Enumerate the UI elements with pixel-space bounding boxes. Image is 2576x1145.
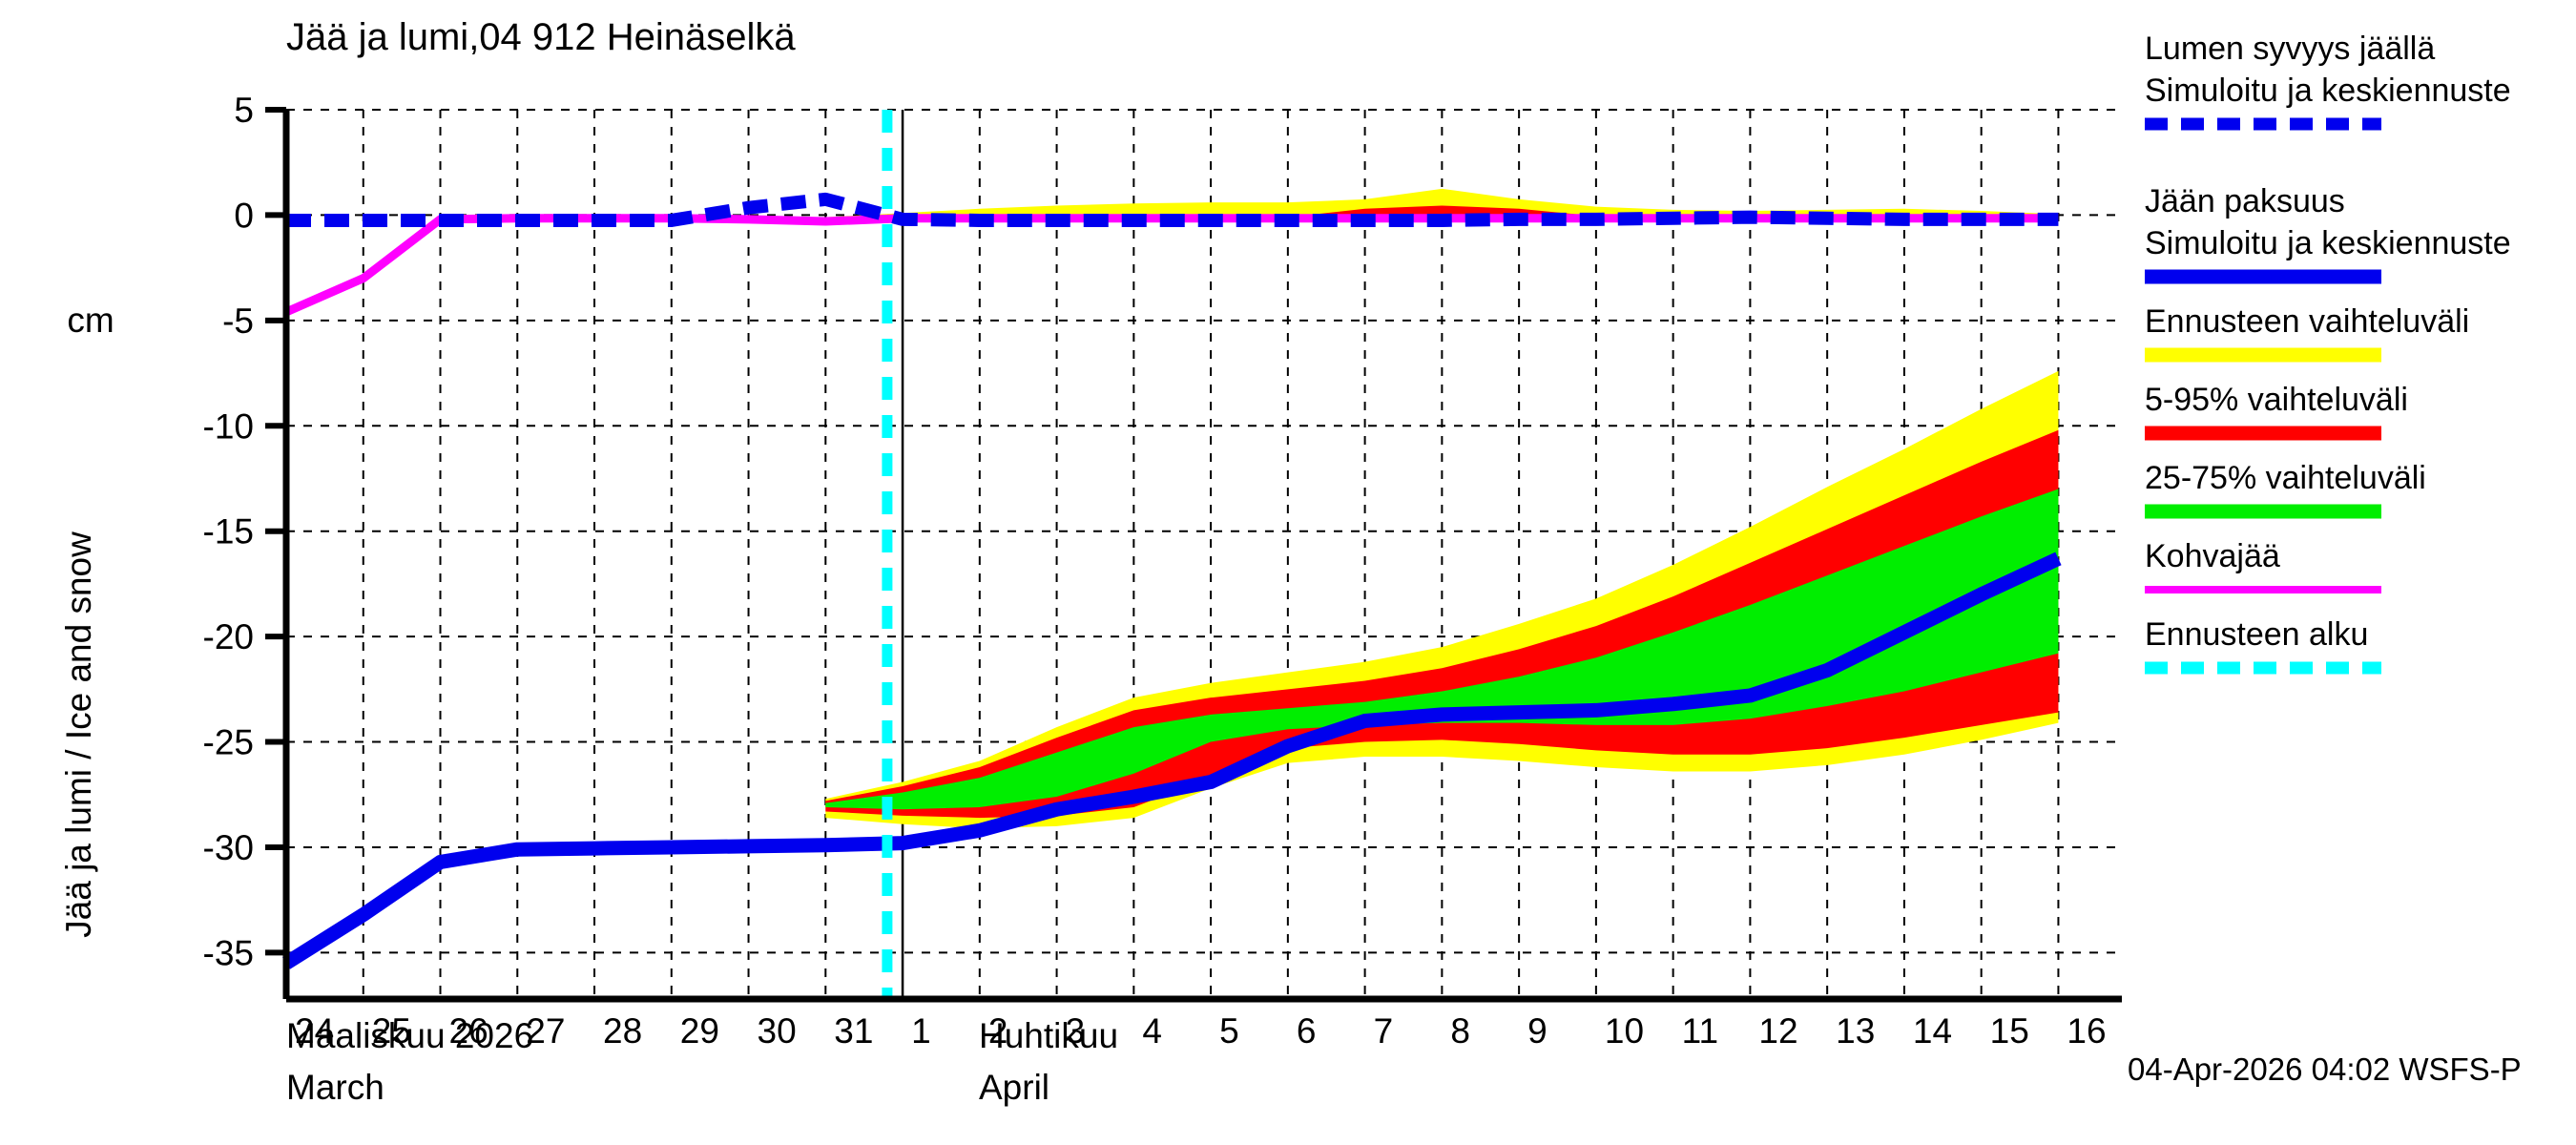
legend-item-label: Simuloitu ja keskiennuste (2145, 225, 2511, 261)
x-tick-label: 16 (2067, 1011, 2106, 1051)
x-tick-label: 4 (1142, 1011, 1162, 1051)
x-tick-label: 30 (758, 1011, 797, 1051)
y-tick-label: -25 (203, 723, 254, 762)
legend-item-label: 5-95% vaihteluväli (2145, 382, 2408, 418)
legend-item-label: 25-75% vaihteluväli (2145, 460, 2426, 496)
footer-timestamp: 04-Apr-2026 04:02 WSFS-P (2128, 1051, 2522, 1087)
legend-group-title-snow: Lumen syvyys jäällä (2145, 31, 2435, 67)
x-tick-label: 29 (680, 1011, 719, 1051)
x-tick-label: 14 (1913, 1011, 1952, 1051)
x-tick-label: 2 (988, 1011, 1008, 1051)
x-tick-label: 11 (1682, 1011, 1718, 1051)
ice-thickness-line (282, 552, 2062, 969)
y-tick-label: -35 (203, 933, 254, 972)
y-tick-label: -15 (203, 512, 254, 552)
x-tick-label: 26 (449, 1011, 488, 1051)
page-title: Jää ja lumi,04 912 Heinäselkä (286, 16, 796, 58)
legend-group-title-ice: Jään paksuus (2145, 183, 2345, 219)
x-month-label-april-en: April (979, 1068, 1049, 1107)
chart-legend: Lumen syvyys jäällä Simuloitu ja keskienn… (2145, 31, 2511, 675)
x-tick-label: 5 (1219, 1011, 1239, 1051)
x-tick-label: 9 (1527, 1011, 1548, 1051)
legend-item-label: Kohvajää (2145, 538, 2280, 574)
y-tick-label: -20 (203, 617, 254, 656)
x-tick-label: 28 (603, 1011, 642, 1051)
x-month-label-march-fi: Maaliskuu 2026 (286, 1016, 533, 1055)
y-tick-label: -10 (203, 406, 254, 446)
x-tick-label: 3 (1066, 1011, 1086, 1051)
x-tick-label: 1 (911, 1011, 931, 1051)
y-tick-label: 5 (234, 91, 254, 130)
legend-item-label: Simuloitu ja keskiennuste (2145, 73, 2511, 109)
snow-uncertainty-band (825, 205, 2059, 220)
x-month-label-april-fi: Huhtikuu (979, 1016, 1118, 1055)
x-tick-label: 13 (1836, 1011, 1875, 1051)
x-tick-label: 10 (1605, 1011, 1644, 1051)
x-tick-label: 8 (1450, 1011, 1470, 1051)
x-tick-label: 15 (1990, 1011, 2029, 1051)
x-month-label-march-en: March (286, 1068, 384, 1107)
y-tick-label: -5 (222, 302, 254, 341)
x-tick-label: 7 (1374, 1011, 1394, 1051)
ice-uncertainty-band (825, 489, 2059, 810)
y-tick-label: 0 (234, 196, 254, 235)
x-tick-labels: 24 25 26 27 28 29 30 31 1 2 3 4 5 6 7 8 9 10 11 12 13 14 15 16 (295, 1011, 2107, 1051)
x-tick-label: 31 (834, 1011, 873, 1051)
legend-item-label: Ennusteen vaihteluväli (2145, 303, 2469, 340)
y-tick-labels: 5 0 -5 -10 -15 -20 -25 -30 -35 (203, 91, 254, 972)
data-series (282, 192, 2062, 969)
y-axis-title: Jää ja lumi / Ice and snow (59, 531, 98, 938)
x-tick-label: 6 (1297, 1011, 1317, 1051)
y-tick-label: -30 (203, 828, 254, 867)
legend-item-label: Ennusteen alku (2145, 616, 2368, 653)
ice-uncertainty-band (825, 429, 2059, 819)
axis-lines (265, 107, 2122, 1003)
snow-depth-line (286, 192, 2059, 227)
x-tick-label: 12 (1758, 1011, 1797, 1051)
x-tick-label: 24 (295, 1011, 334, 1051)
x-tick-label: 25 (372, 1011, 411, 1051)
y-axis-unit: cm (67, 301, 114, 340)
x-tick-label: 27 (526, 1011, 565, 1051)
